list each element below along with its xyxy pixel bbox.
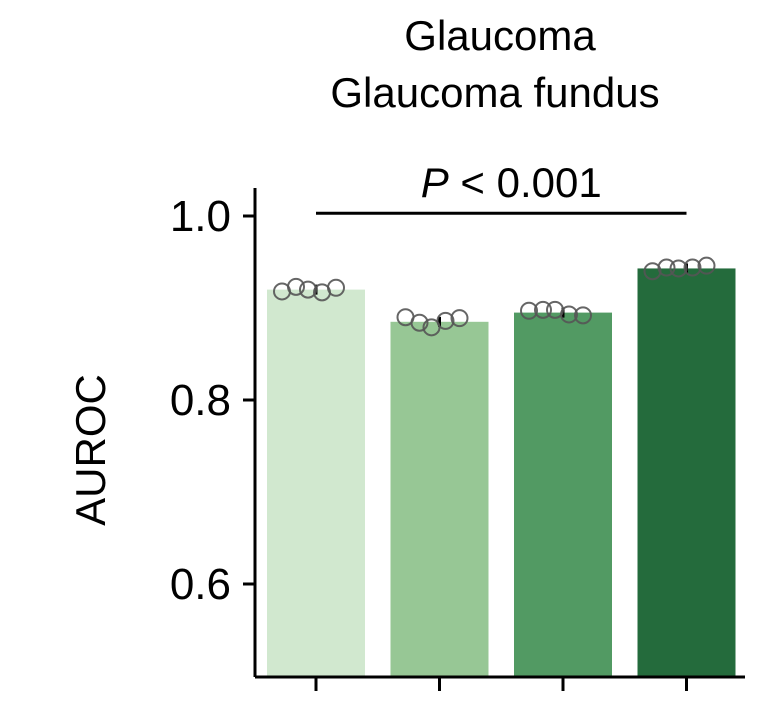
bar-3 (514, 312, 612, 677)
axes-layer: 0.6 0.8 1.0 (170, 188, 745, 691)
data-point (697, 256, 716, 275)
p-threshold: < 0.001 (449, 159, 602, 206)
data-point (534, 300, 552, 319)
p-symbol: P (421, 159, 449, 206)
data-point (299, 280, 317, 299)
points-layer (273, 256, 716, 337)
y-tick-label: 1.0 (170, 192, 231, 241)
data-point (327, 278, 345, 297)
data-point (657, 258, 676, 277)
bar-4 (637, 268, 736, 677)
bar-2 (390, 321, 489, 677)
chart-title: Glaucoma (404, 12, 596, 59)
y-tick-label: 0.6 (170, 560, 231, 609)
bar-1 (267, 289, 365, 677)
data-point (560, 305, 578, 324)
p-value-label: P < 0.001 (421, 159, 602, 206)
bars-layer (267, 268, 736, 677)
data-point (520, 301, 538, 320)
data-point (287, 277, 305, 296)
data-point (436, 311, 455, 330)
data-point (410, 313, 429, 332)
data-point (574, 306, 592, 325)
significance-annotation: P < 0.001 (316, 159, 687, 215)
data-point (669, 259, 688, 278)
y-tick-label: 0.8 (170, 376, 231, 425)
y-axis-label: AUROC (67, 374, 114, 526)
chart-subtitle: Glaucoma fundus (330, 69, 659, 116)
data-point (450, 309, 469, 328)
data-point (683, 258, 702, 277)
